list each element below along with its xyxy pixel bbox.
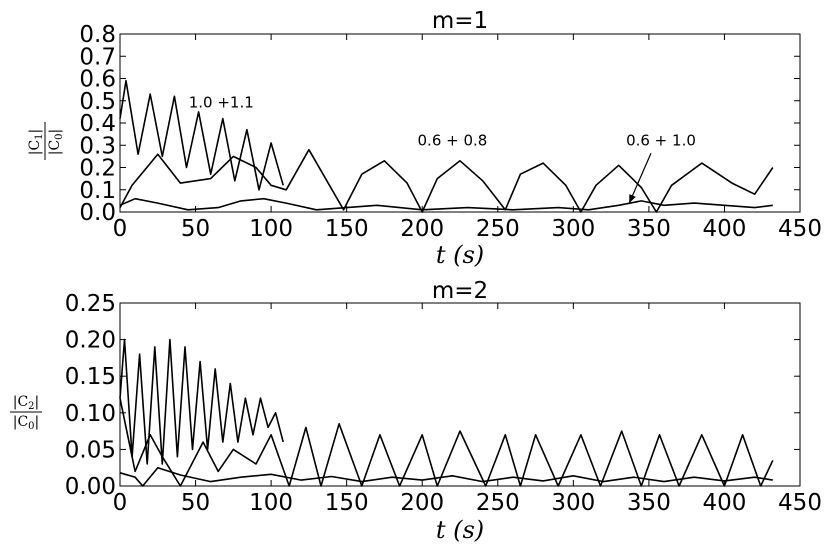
annotation-arrow (628, 153, 652, 204)
x-tick-label: 450 (778, 216, 822, 242)
chart-m1: m=1 0 50 100 150 200 250 300 350 400 450 0.00.10.2… (27, 8, 822, 269)
tick-marks: 0 50 100 150 200 250 300 350 400 4500.00.10.20.30… (79, 22, 822, 242)
plot-frame (119, 302, 801, 487)
y-tick-label: 0.25 (65, 291, 116, 317)
chart-m2: m=2 0 50 100 150 200 250 300 350 400 4500.000.050… (10, 278, 822, 544)
x-tick-label: 100 (249, 216, 293, 242)
annotation-label: 1.0 +1.1 (189, 93, 254, 111)
y-tick-label: 0.0 (79, 200, 116, 226)
x-axis-label: t (s) (436, 516, 484, 544)
x-tick-label: 50 (181, 216, 210, 242)
series-line-1 (119, 79, 284, 191)
y-tick-label: 0.1 (79, 178, 116, 204)
series-line-1 (119, 338, 284, 465)
svg-text:|C2|: |C2| (13, 394, 40, 412)
y-tick-label: 0.00 (65, 474, 116, 500)
x-tick-label: 100 (249, 490, 293, 516)
annotation-label: 0.6 + 0.8 (418, 131, 488, 149)
plot-lines (119, 338, 774, 487)
y-tick-label: 0.05 (65, 437, 116, 463)
x-tick-label: 400 (702, 490, 746, 516)
arrow-head (629, 194, 636, 204)
x-tick-label: 0 (113, 490, 128, 516)
x-tick-label: 50 (181, 490, 210, 516)
x-tick-label: 150 (325, 216, 369, 242)
y-tick-label: 0.5 (79, 89, 116, 115)
x-tick-label: 0 (113, 216, 128, 242)
y-tick-label: 0.7 (79, 44, 116, 70)
y-tick-label: 0.2 (79, 156, 116, 182)
y-axis-label: |C1| |C0| (27, 122, 65, 160)
y-tick-label: 0.20 (65, 328, 116, 354)
annotation-label: 0.6 + 1.0 (626, 131, 696, 149)
annotations: 1.0 +1.1 0.6 + 0.8 0.6 + 1.0 (189, 93, 696, 204)
x-tick-label: 350 (627, 216, 671, 242)
y-axis-label: |C2| |C0| (10, 394, 42, 432)
x-tick-label: 350 (627, 490, 671, 516)
x-tick-label: 200 (400, 490, 444, 516)
y-tick-label: 0.15 (65, 364, 116, 390)
tick-marks: 0 50 100 150 200 250 300 350 400 450 0.00 0.05 0.10 0… (65, 291, 822, 516)
chart-title: m=1 (432, 8, 488, 34)
y-tick-label: 0.8 (79, 22, 116, 48)
svg-text:|C0|: |C0| (13, 414, 40, 432)
x-tick-label: 250 (476, 216, 520, 242)
y-tick-label: 0.10 (65, 401, 116, 427)
series-line-3 (119, 197, 773, 211)
x-tick-label: 300 (551, 216, 595, 242)
x-tick-label: 150 (325, 490, 369, 516)
x-axis-label: t (s) (436, 241, 484, 269)
x-tick-label: 250 (476, 490, 520, 516)
y-tick-label: 0.3 (79, 133, 116, 159)
y-tick-label: 0.4 (79, 111, 116, 137)
series-line-2 (119, 398, 774, 487)
svg-text:|C0|: |C0| (47, 129, 65, 156)
x-tick-label: 450 (778, 490, 822, 516)
plot-lines (119, 79, 774, 213)
series-line-2 (119, 148, 774, 213)
svg-text:|C1|: |C1| (27, 129, 45, 156)
x-tick-label: 300 (551, 490, 595, 516)
x-tick-label: 200 (400, 216, 444, 242)
chart-title: m=2 (432, 278, 488, 304)
x-tick-label: 400 (702, 216, 746, 242)
y-tick-label: 0.6 (79, 67, 116, 93)
